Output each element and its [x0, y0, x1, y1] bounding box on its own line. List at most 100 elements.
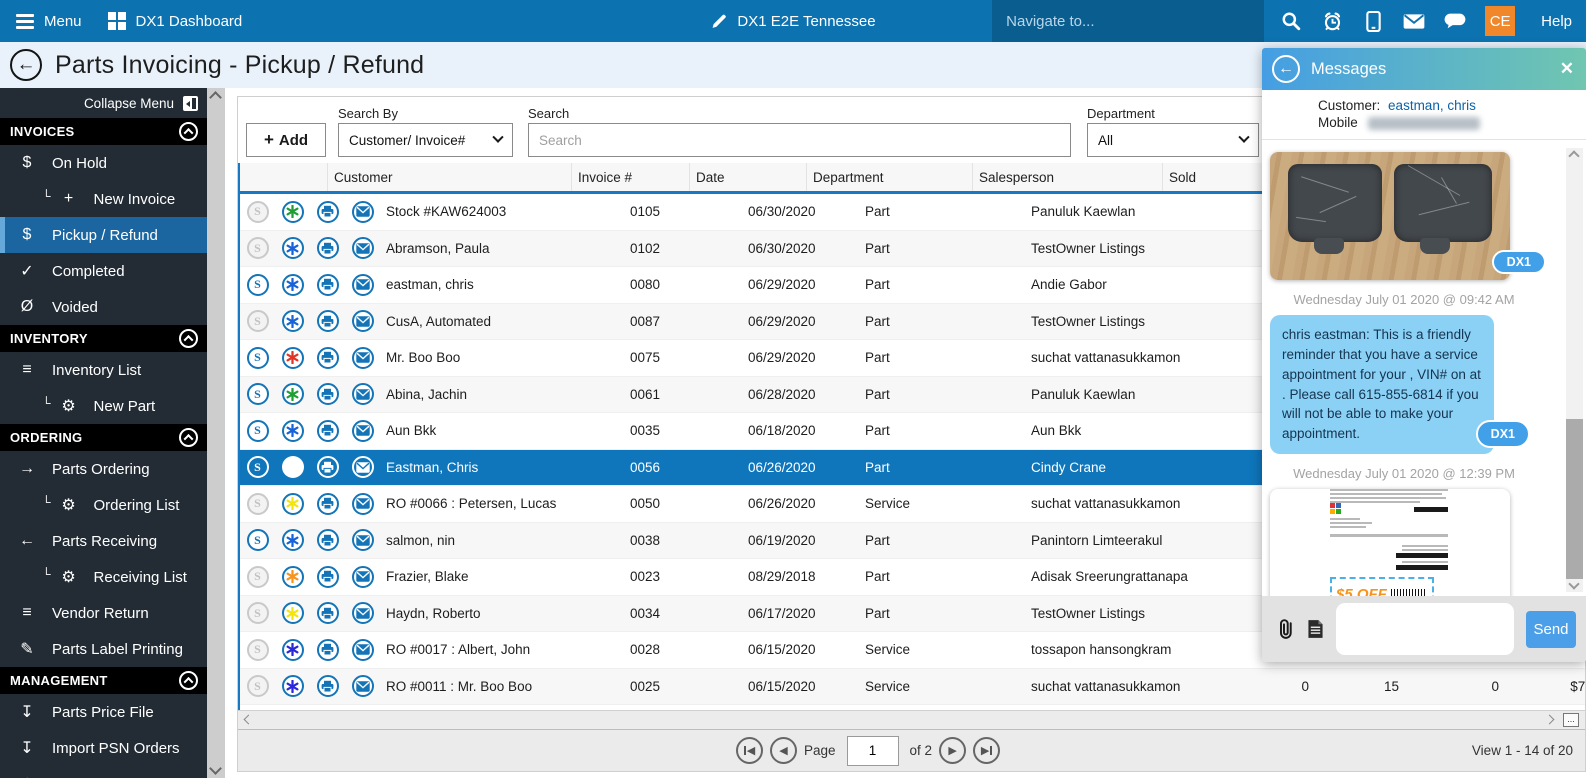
sidebar-item-receiving-list[interactable]: └ ⚙ Receiving List — [0, 559, 207, 595]
table-row[interactable]: ​S RO #0011 : Mr. Boo Boo002506/15/2020S… — [240, 668, 1585, 705]
status-asterisk-icon[interactable] — [281, 346, 304, 369]
page-number-input[interactable] — [846, 735, 899, 766]
search-icon[interactable] — [1280, 10, 1302, 32]
status-asterisk-icon[interactable] — [281, 419, 304, 442]
sidebar-item-vendor-return[interactable]: ≡ Vendor Return — [0, 595, 207, 631]
horizontal-scrollbar[interactable]: ... — [238, 710, 1585, 729]
attachment-icon[interactable] — [1276, 618, 1295, 640]
email-invoice-icon[interactable] — [351, 383, 374, 406]
scroll-right-icon[interactable] — [1544, 714, 1555, 725]
collapse-section-icon[interactable] — [179, 122, 198, 141]
special-order-icon[interactable]: S — [246, 529, 269, 552]
print-icon[interactable] — [316, 273, 339, 296]
prev-page-button[interactable]: ◀ — [770, 737, 797, 764]
photo-message-brake-pads[interactable]: DX1 — [1270, 152, 1546, 280]
column-header-invoice[interactable]: Invoice # — [572, 163, 690, 191]
dealership-selector[interactable]: DX1 E2E Tennessee — [710, 13, 876, 30]
email-invoice-icon[interactable] — [351, 346, 374, 369]
status-asterisk-icon[interactable] — [281, 273, 304, 296]
print-icon[interactable] — [316, 346, 339, 369]
status-asterisk-icon[interactable] — [281, 200, 304, 223]
status-asterisk-icon[interactable] — [281, 602, 304, 625]
collapse-section-icon[interactable] — [179, 671, 198, 690]
last-page-button[interactable]: ▶ — [973, 737, 1001, 764]
sidebar-item-new-invoice[interactable]: └ + New Invoice — [0, 181, 207, 217]
navigate-input[interactable] — [992, 0, 1265, 42]
search-by-select[interactable]: Customer/ Invoice# — [338, 123, 513, 157]
grid-more-button[interactable]: ... — [1563, 713, 1579, 727]
email-invoice-icon[interactable] — [351, 310, 374, 333]
special-order-icon[interactable]: S — [246, 273, 269, 296]
collapse-menu-button[interactable]: Collapse Menu — [0, 88, 207, 118]
alarm-icon[interactable] — [1321, 10, 1343, 32]
search-input[interactable] — [528, 123, 1071, 157]
status-asterisk-icon[interactable] — [281, 237, 304, 260]
print-icon[interactable] — [316, 565, 339, 588]
sidebar-scrollbar[interactable] — [207, 88, 225, 778]
special-order-icon[interactable]: S — [246, 346, 269, 369]
menu-button[interactable]: Menu — [16, 13, 82, 30]
help-link[interactable]: Help — [1541, 12, 1572, 30]
message-input[interactable] — [1336, 603, 1514, 655]
mobile-phone-icon[interactable] — [1362, 10, 1384, 32]
sidebar-item-ordering-list[interactable]: └ ⚙ Ordering List — [0, 487, 207, 523]
email-icon[interactable] — [1403, 10, 1425, 32]
special-order-icon[interactable]: S — [246, 310, 269, 333]
print-icon[interactable] — [316, 638, 339, 661]
scroll-up-icon[interactable] — [1568, 150, 1580, 162]
sidebar-section-inventory[interactable]: INVENTORY — [0, 325, 207, 352]
email-invoice-icon[interactable] — [351, 565, 374, 588]
messages-back-button[interactable]: ← — [1272, 55, 1300, 83]
status-asterisk-icon[interactable] — [281, 565, 304, 588]
sidebar-item-pickup-refund[interactable]: $ Pickup / Refund — [0, 217, 207, 253]
scrollbar-thumb[interactable] — [1566, 418, 1583, 579]
add-button[interactable]: + Add — [246, 123, 326, 157]
department-select[interactable]: All — [1087, 123, 1259, 157]
special-order-icon[interactable]: S — [246, 456, 269, 479]
sidebar-item-parts-label-printing[interactable]: ✎ Parts Label Printing — [0, 631, 207, 667]
email-invoice-icon[interactable] — [351, 602, 374, 625]
table-row[interactable]: ​S RO #0017 : Albert, John002806/15/2020… — [240, 632, 1585, 669]
sidebar-item-import-psn-orders[interactable]: ↧ Import PSN Orders — [0, 730, 207, 766]
next-page-button[interactable]: ▶ — [939, 737, 967, 764]
customer-link[interactable]: eastman, chris — [1388, 98, 1476, 113]
special-order-icon[interactable]: S — [246, 602, 269, 625]
print-icon[interactable] — [316, 492, 339, 515]
email-invoice-icon[interactable] — [351, 456, 374, 479]
status-asterisk-icon[interactable] — [281, 675, 304, 698]
send-button[interactable]: Send — [1526, 610, 1576, 648]
template-document-icon[interactable] — [1307, 619, 1324, 639]
status-asterisk-icon[interactable] — [281, 529, 304, 552]
sidebar-item-parts-price-file[interactable]: ↧ Parts Price File — [0, 694, 207, 730]
email-invoice-icon[interactable] — [351, 638, 374, 661]
sidebar-item-completed[interactable]: ✓ Completed — [0, 253, 207, 289]
table-row[interactable]: ​S Frazier, Blake002308/29/2018PartAdisa… — [240, 559, 1585, 596]
status-asterisk-icon[interactable] — [281, 492, 304, 515]
special-order-icon[interactable]: S — [246, 419, 269, 442]
print-icon[interactable] — [316, 602, 339, 625]
status-dot-icon[interactable] — [281, 456, 304, 479]
table-row[interactable]: ​S RO #0066 : Petersen, Lucas005006/26/2… — [240, 486, 1585, 523]
back-button[interactable]: ← — [10, 49, 42, 81]
special-order-icon[interactable]: S — [246, 200, 269, 223]
column-header-sold[interactable]: Sold — [1163, 163, 1263, 191]
photo-message-receipt[interactable]: $5 OFF CE — [1270, 489, 1510, 596]
first-page-button[interactable]: ◀ — [736, 737, 763, 764]
email-invoice-icon[interactable] — [351, 529, 374, 552]
print-icon[interactable] — [316, 310, 339, 333]
print-icon[interactable] — [316, 200, 339, 223]
special-order-icon[interactable]: S — [246, 492, 269, 515]
status-asterisk-icon[interactable] — [281, 638, 304, 661]
print-icon[interactable] — [316, 237, 339, 260]
sidebar-item-inventory-list[interactable]: ≡ Inventory List — [0, 352, 207, 388]
phone-link[interactable]: 615-855-6814 — [1358, 386, 1443, 402]
print-icon[interactable] — [316, 456, 339, 479]
email-invoice-icon[interactable] — [351, 273, 374, 296]
status-asterisk-icon[interactable] — [281, 310, 304, 333]
sidebar-section-ordering[interactable]: ORDERING — [0, 424, 207, 451]
sidebar-section-management[interactable]: MANAGEMENT — [0, 667, 207, 694]
print-icon[interactable] — [316, 529, 339, 552]
column-header-customer[interactable]: Customer — [328, 163, 572, 191]
scroll-down-icon[interactable] — [209, 762, 222, 775]
